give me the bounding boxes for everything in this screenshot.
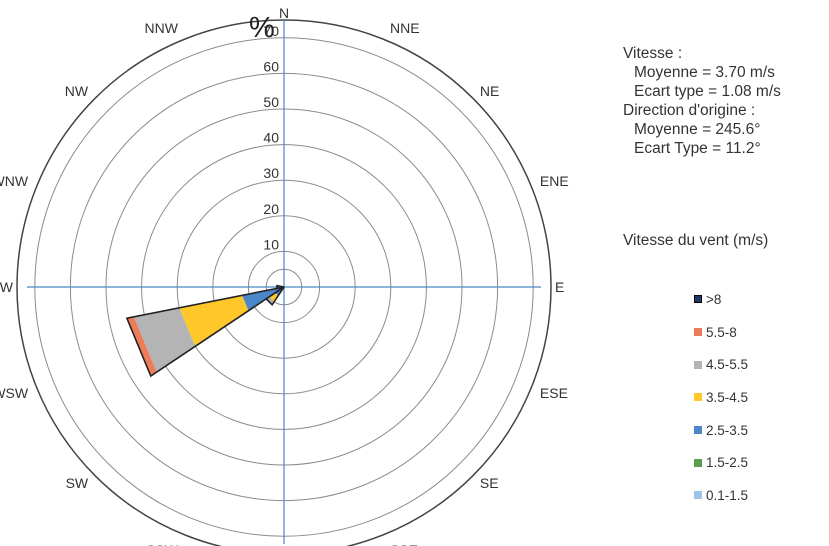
bar-segment	[275, 288, 283, 296]
direction-label: E	[555, 279, 564, 295]
legend-title: Vitesse du vent (m/s)	[623, 232, 769, 249]
legend-label: 5.5-8	[706, 324, 737, 340]
direction-label: NW	[65, 83, 89, 99]
radial-tick-label: 70	[263, 23, 279, 39]
direction-heading: Direction d'origine :	[623, 102, 756, 119]
legend-label: 1.5-2.5	[706, 455, 749, 471]
legend-swatch	[694, 458, 702, 467]
legend-label: 2.5-3.5	[706, 422, 749, 438]
legend: >8 5.5-8 4.5-5.5 3.5-4.5 2.5-3.5 1.5-2.5 0.1-1…	[694, 283, 748, 512]
wind-bars	[125, 284, 285, 378]
direction-label: W	[0, 279, 14, 295]
legend-item: 3.5-4.5	[694, 381, 748, 414]
legend-swatch	[694, 295, 702, 304]
radial-tick-label: 10	[263, 236, 279, 252]
direction-label: NE	[480, 83, 499, 99]
bar-segment	[266, 296, 275, 305]
radial-tick-label: 60	[263, 58, 279, 74]
legend-swatch	[694, 491, 702, 500]
legend-label: 3.5-4.5	[706, 389, 749, 405]
bar-outline	[264, 286, 285, 307]
direction-label: SSE	[390, 542, 418, 546]
direction-label: NNE	[390, 20, 420, 36]
direction-label: ENE	[540, 173, 569, 189]
legend-swatch	[694, 393, 702, 402]
bar-SW	[264, 286, 285, 307]
bar-WSW	[125, 286, 285, 378]
legend-label: >8	[706, 291, 722, 307]
legend-item: 0.1-1.5	[694, 479, 748, 512]
legend-item: >8	[694, 283, 748, 316]
bar-W	[276, 284, 285, 290]
statistics-panel: Vitesse : Moyenne = 3.70 m/s Ecart type …	[623, 44, 781, 158]
legend-swatch	[694, 360, 702, 369]
direction-label: WSW	[0, 385, 29, 401]
direction-label: ESE	[540, 385, 568, 401]
legend-item: 4.5-5.5	[694, 348, 748, 381]
radial-tick-label: 30	[263, 165, 279, 181]
bar-outline	[276, 284, 285, 290]
legend-label: 0.1-1.5	[706, 487, 749, 503]
direction-label: WNW	[0, 173, 29, 189]
bar-segment	[126, 316, 157, 377]
bar-outline	[125, 286, 285, 378]
speed-heading: Vitesse :	[623, 45, 683, 62]
legend-item: 5.5-8	[694, 316, 748, 349]
legend-swatch	[694, 426, 702, 435]
legend-swatch	[694, 328, 702, 337]
direction-label: SE	[480, 475, 499, 491]
bar-segment	[269, 292, 279, 302]
bar-segment	[179, 295, 249, 347]
radial-tick-labels: 10 20 30 40 50 60 70	[263, 23, 279, 253]
legend-item: 2.5-3.5	[694, 414, 748, 447]
radial-tick-label: 50	[263, 94, 279, 110]
legend-item: 1.5-2.5	[694, 446, 748, 479]
legend-label: 4.5-5.5	[706, 357, 749, 373]
speed-std: Ecart type = 1.08 m/s	[634, 83, 781, 100]
direction-label: SSW	[146, 542, 179, 546]
direction-label: NNW	[145, 20, 179, 36]
direction-mean: Moyenne = 245.6°	[634, 121, 761, 138]
direction-axes	[27, 20, 541, 544]
direction-labels: NNNENEENEEESESESSESSSWSWWSWWWNWNWNNW	[0, 5, 569, 546]
direction-std: Ecart Type = 11.2°	[634, 140, 761, 157]
radial-unit-label: %	[249, 12, 275, 44]
direction-label: N	[279, 5, 289, 21]
direction-label: SW	[66, 475, 89, 491]
radial-tick-label: 40	[263, 130, 279, 146]
radial-tick-label: 20	[263, 201, 279, 217]
speed-mean: Moyenne = 3.70 m/s	[634, 64, 775, 81]
